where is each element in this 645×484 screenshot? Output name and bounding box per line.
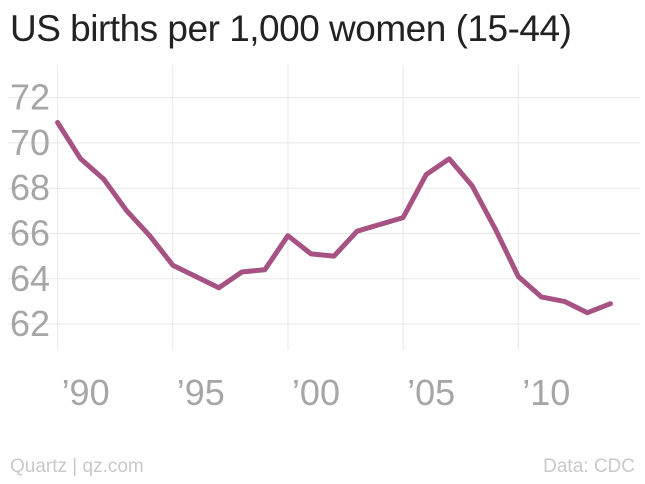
data-point bbox=[401, 215, 406, 220]
data-point bbox=[124, 208, 129, 213]
chart-title: US births per 1,000 women (15-44) bbox=[10, 8, 572, 49]
data-point bbox=[539, 294, 544, 299]
y-tick-label: 66 bbox=[10, 212, 50, 253]
data-point bbox=[493, 226, 498, 231]
source-credit: Quartz | qz.com bbox=[10, 456, 144, 477]
y-tick-label: 62 bbox=[10, 303, 50, 344]
grid-lines bbox=[8, 65, 640, 350]
data-point bbox=[78, 156, 83, 161]
data-point bbox=[332, 254, 337, 259]
data-point bbox=[308, 251, 313, 256]
x-tick-label: ’95 bbox=[177, 372, 225, 413]
y-tick-label: 68 bbox=[10, 167, 50, 208]
data-point bbox=[447, 156, 452, 161]
data-source: Data: CDC bbox=[543, 456, 635, 477]
data-point bbox=[355, 229, 360, 234]
data-point bbox=[55, 120, 60, 125]
data-point bbox=[378, 222, 383, 227]
data-point bbox=[101, 177, 106, 182]
y-tick-label: 64 bbox=[10, 258, 50, 299]
data-point bbox=[170, 263, 175, 268]
data-point bbox=[424, 172, 429, 177]
x-tick-label: ’00 bbox=[292, 372, 340, 413]
data-point bbox=[239, 269, 244, 274]
data-point bbox=[470, 183, 475, 188]
data-point bbox=[216, 285, 221, 290]
x-tick-label: ’90 bbox=[62, 372, 110, 413]
y-tick-label: 72 bbox=[10, 77, 50, 118]
data-point bbox=[608, 301, 613, 306]
births-rate-series-line bbox=[55, 120, 613, 316]
data-point bbox=[147, 233, 152, 238]
data-point bbox=[193, 274, 198, 279]
data-point bbox=[516, 274, 521, 279]
data-point bbox=[585, 310, 590, 315]
x-axis-tick-labels: ’90 ’95 ’00 ’05 ’10 bbox=[62, 372, 571, 413]
data-point bbox=[262, 267, 267, 272]
y-tick-label: 70 bbox=[10, 122, 50, 163]
x-tick-label: ’05 bbox=[407, 372, 455, 413]
series-layer bbox=[55, 120, 613, 316]
data-point bbox=[285, 233, 290, 238]
x-tick-label: ’10 bbox=[522, 372, 570, 413]
data-point bbox=[562, 299, 567, 304]
